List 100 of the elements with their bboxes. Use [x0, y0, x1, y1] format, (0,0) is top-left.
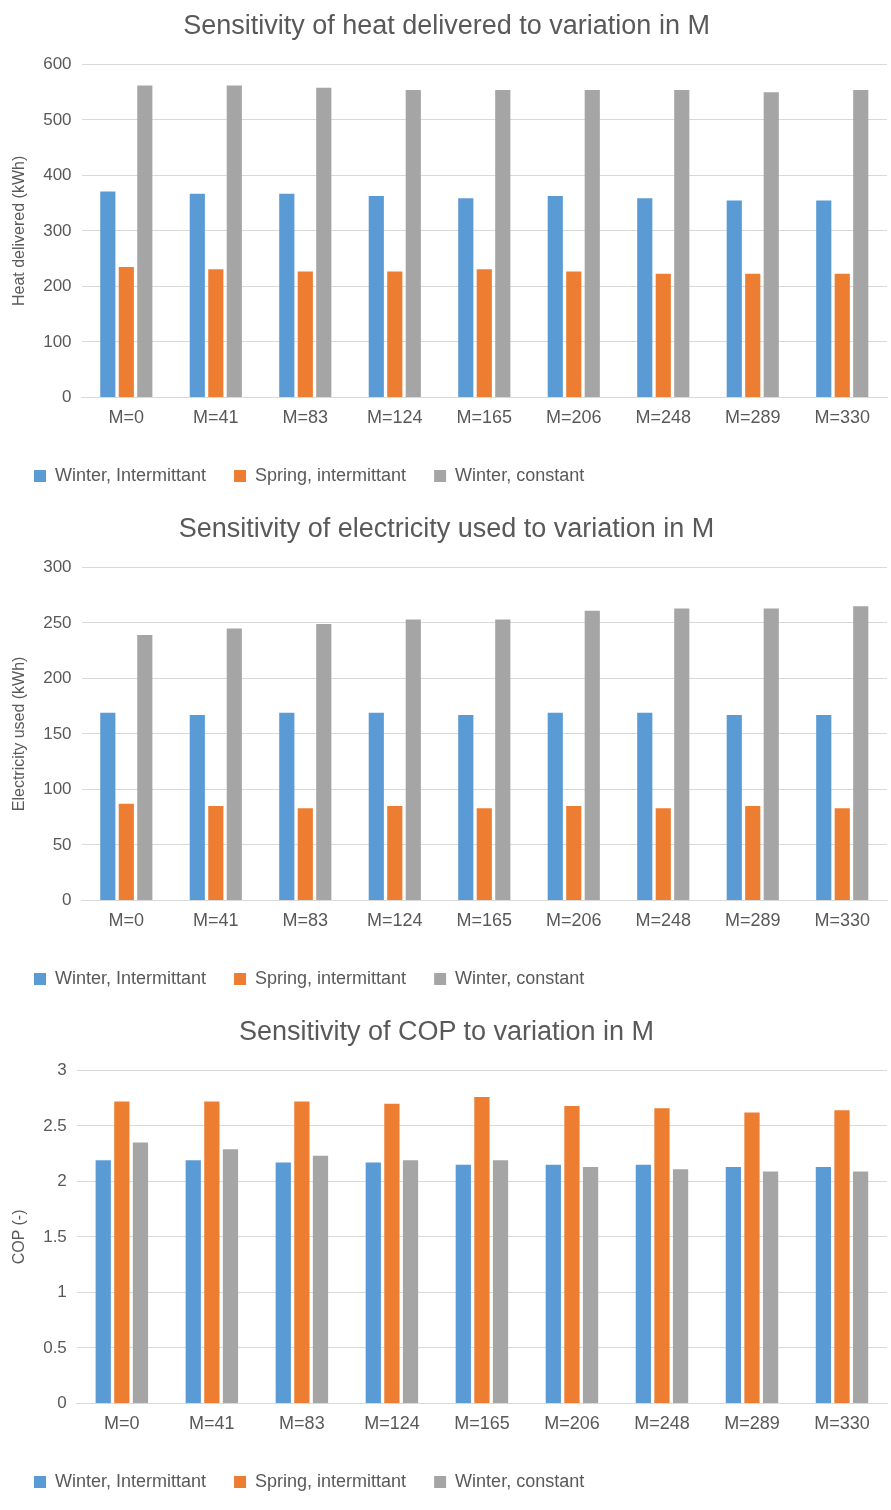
bar — [226, 628, 242, 900]
bar — [387, 806, 403, 900]
x-tick-label: M=41 — [189, 1413, 235, 1434]
x-tick-label: M=0 — [104, 1413, 140, 1434]
x-tick-label: M=248 — [635, 407, 692, 428]
y-tick-label: 50 — [52, 834, 72, 854]
bar — [455, 1164, 471, 1403]
y-tick-label: 200 — [43, 668, 72, 688]
x-tick-label: M=124 — [367, 407, 423, 428]
bar — [815, 1166, 832, 1403]
bar — [655, 273, 671, 397]
bar — [368, 195, 384, 397]
y-tick-label: 2.5 — [43, 1115, 67, 1135]
y-tick-label: 500 — [43, 109, 72, 129]
bar — [402, 1160, 419, 1403]
bar — [208, 806, 224, 900]
bar — [275, 1162, 291, 1403]
y-tick-label: 250 — [43, 612, 72, 632]
y-tick-label: 0.5 — [43, 1337, 67, 1357]
bar — [476, 269, 492, 397]
y-tick-label: 0 — [62, 387, 72, 407]
bar — [387, 271, 403, 397]
bar — [816, 200, 832, 397]
bar — [405, 89, 421, 397]
chart-title: Sensitivity of COP to variation in M — [238, 1015, 655, 1046]
bar — [745, 806, 761, 900]
y-tick-label: 0 — [57, 1393, 67, 1413]
bar — [294, 1101, 310, 1403]
bar — [763, 608, 779, 900]
bar — [495, 619, 511, 900]
x-tick-label: M=330 — [814, 910, 871, 931]
x-tick-label: M=289 — [724, 407, 781, 428]
x-tick-label: M=124 — [364, 1413, 420, 1434]
y-tick-label: 1 — [57, 1282, 67, 1302]
x-tick-label: M=165 — [454, 1413, 510, 1434]
bar — [137, 85, 153, 397]
y-axis-title: Electricity used (kWh) — [10, 656, 28, 812]
bar — [368, 712, 384, 900]
bar — [458, 198, 474, 397]
y-tick-label: 1.5 — [43, 1226, 67, 1246]
bar — [316, 624, 332, 900]
bar — [476, 808, 492, 900]
bar — [208, 269, 224, 397]
x-tick-label: M=0 — [108, 910, 145, 931]
bar — [853, 606, 869, 900]
legend-label: Spring, intermittant — [255, 1470, 407, 1491]
bar — [189, 715, 205, 900]
bar — [637, 198, 653, 397]
y-tick-label: 150 — [43, 723, 72, 743]
bar — [726, 200, 742, 397]
y-tick-label: 300 — [43, 557, 72, 577]
y-axis-title: COP (-) — [10, 1209, 28, 1265]
bar — [745, 273, 761, 397]
bar — [545, 1164, 561, 1403]
x-tick-label: M=289 — [724, 1413, 780, 1434]
bar — [564, 1105, 580, 1403]
bar — [95, 1160, 111, 1403]
bar — [279, 193, 295, 397]
x-tick-label: M=330 — [814, 407, 871, 428]
bar — [114, 1101, 130, 1403]
bar — [458, 715, 474, 900]
y-axis-title: Heat delivered (kWh) — [10, 155, 28, 307]
bar — [566, 271, 582, 397]
bar — [655, 808, 671, 900]
y-tick-label: 0 — [62, 890, 72, 910]
bar — [118, 266, 134, 397]
legend-label: Winter, Intermittant — [55, 464, 207, 485]
bar — [547, 195, 563, 397]
bar — [279, 712, 295, 900]
x-tick-label: M=83 — [282, 407, 329, 428]
bar — [189, 193, 205, 397]
bar — [118, 803, 134, 900]
bar — [100, 191, 116, 397]
x-tick-label: M=124 — [367, 910, 423, 931]
bar — [654, 1108, 670, 1403]
legend-label: Winter, constant — [455, 967, 585, 988]
y-tick-label: 100 — [43, 331, 72, 351]
x-tick-label: M=165 — [456, 407, 513, 428]
bar — [834, 273, 850, 397]
bar — [834, 1110, 850, 1403]
x-tick-label: M=165 — [456, 910, 513, 931]
bar — [137, 635, 153, 900]
bar — [853, 89, 869, 397]
bar — [316, 87, 332, 397]
bar — [762, 1171, 779, 1403]
bar — [725, 1166, 741, 1403]
bar — [584, 610, 600, 900]
legend-label: Winter, Intermittant — [55, 1470, 207, 1491]
bar — [816, 715, 832, 900]
legend-label: Winter, constant — [455, 1470, 585, 1491]
y-tick-label: 600 — [43, 54, 72, 74]
y-tick-label: 400 — [43, 165, 72, 185]
x-tick-label: M=206 — [546, 407, 602, 428]
x-tick-label: M=83 — [282, 910, 329, 931]
bar — [726, 715, 742, 900]
bar — [312, 1155, 329, 1403]
bar — [566, 806, 582, 900]
chart-title: Sensitivity of heat delivered to variation in M — [183, 9, 710, 40]
bar — [635, 1164, 651, 1403]
bar — [763, 92, 779, 397]
